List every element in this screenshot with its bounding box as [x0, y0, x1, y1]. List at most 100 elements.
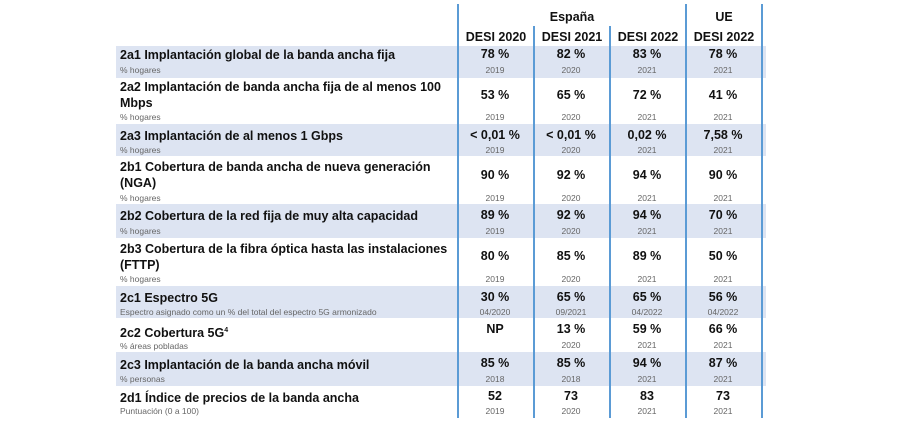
year-desi2022-es: 2021 — [637, 274, 657, 284]
value-desi2021: 65 % — [556, 88, 586, 102]
column-divider — [609, 26, 611, 418]
year-desi2022-es: 2021 — [637, 112, 657, 122]
value-desi2022-eu: 66 % — [708, 322, 738, 336]
value-desi2022-es: 65 % — [632, 290, 662, 304]
value-desi2020: 89 % — [480, 208, 510, 222]
year-desi2022-es: 2021 — [637, 226, 657, 236]
value-desi2021: 82 % — [556, 47, 586, 61]
value-desi2021: 13 % — [556, 322, 586, 336]
table-row-2c3: 2c3 Implantación de la banda ancha móvil… — [116, 352, 766, 386]
value-desi2022-es: 0,02 % — [627, 128, 667, 142]
value-desi2022-eu: 41 % — [708, 88, 738, 102]
year-desi2021: 2020 — [561, 226, 581, 236]
year-desi2020: 2019 — [485, 112, 505, 122]
value-desi2022-eu: 78 % — [708, 47, 738, 61]
value-desi2022-es: 94 % — [632, 168, 662, 182]
value-desi2020: 52 — [488, 389, 502, 403]
row-label: 2b3 Cobertura de la fibra óptica hasta l… — [120, 242, 448, 272]
column-divider — [533, 26, 535, 418]
year-desi2022-eu: 2021 — [713, 274, 733, 284]
value-desi2022-es: 94 % — [632, 356, 662, 370]
year-desi2022-eu: 2021 — [713, 340, 733, 350]
year-desi2022-eu: 04/2022 — [707, 307, 739, 317]
year-desi2022-es: 2021 — [637, 406, 657, 416]
year-desi2021: 2020 — [561, 274, 581, 284]
value-desi2021: 85 % — [556, 356, 586, 370]
value-desi2021: 73 — [564, 389, 578, 403]
year-desi2021: 09/2021 — [555, 307, 587, 317]
value-desi2022-es: 83 — [640, 389, 654, 403]
row-label: 2a1 Implantación global de la banda anch… — [120, 48, 396, 62]
column-divider — [457, 4, 459, 418]
year-desi2022-es: 2021 — [637, 374, 657, 384]
value-desi2022-eu: 56 % — [708, 290, 738, 304]
table-row-2d1: 2d1 Índice de precios de la banda ancha … — [116, 386, 766, 420]
value-desi2021: 92 % — [556, 168, 586, 182]
year-desi2020: 2019 — [485, 145, 505, 155]
value-desi2020: NP — [486, 322, 504, 336]
row-label: 2c2 Cobertura 5G4 — [120, 323, 450, 341]
col-header-desi2022-eu: DESI 2022 — [693, 30, 755, 44]
value-desi2021: 85 % — [556, 249, 586, 263]
value-desi2022-eu: 73 — [716, 389, 730, 403]
year-desi2022-es: 2021 — [637, 340, 657, 350]
value-desi2022-eu: 90 % — [708, 168, 738, 182]
footnote-marker: 4 — [224, 327, 229, 334]
column-divider — [685, 4, 687, 418]
row-unit: Espectro asignado como un % del total de… — [120, 307, 377, 317]
row-label: 2c3 Implantación de la banda ancha móvil — [120, 358, 370, 372]
row-label: 2a2 Implantación de banda ancha fija de … — [120, 80, 441, 110]
year-desi2021: 2020 — [561, 145, 581, 155]
year-desi2022-eu: 2021 — [713, 374, 733, 384]
year-desi2020: 2019 — [485, 193, 505, 203]
value-desi2022-es: 89 % — [632, 249, 662, 263]
year-desi2021: 2020 — [561, 340, 581, 350]
row-label: 2a3 Implantación de al menos 1 Gbps — [120, 129, 343, 143]
table-row-2a3: 2a3 Implantación de al menos 1 Gbps % ho… — [116, 124, 766, 156]
year-desi2022-eu: 2021 — [713, 226, 733, 236]
row-unit: % hogares — [120, 145, 161, 155]
value-desi2020: 78 % — [480, 47, 510, 61]
year-desi2022-eu: 2021 — [713, 406, 733, 416]
value-desi2022-eu: 87 % — [708, 356, 738, 370]
header-spain: España — [549, 10, 595, 24]
year-desi2022-eu: 2021 — [713, 65, 733, 75]
table-row-2c2: 2c2 Cobertura 5G4 % áreas pobladas NP 13… — [116, 318, 766, 352]
table-row-2b1: 2b1 Cobertura de banda ancha de nueva ge… — [116, 156, 766, 204]
col-header-desi2021: DESI 2021 — [541, 30, 603, 44]
header-eu: UE — [715, 10, 733, 24]
row-label: 2d1 Índice de precios de la banda ancha — [120, 391, 359, 405]
value-desi2022-es: 72 % — [632, 88, 662, 102]
table-row-2a2: 2a2 Implantación de banda ancha fija de … — [116, 78, 766, 124]
year-desi2021: 2020 — [561, 193, 581, 203]
value-desi2020: 85 % — [480, 356, 510, 370]
year-desi2020: 2019 — [485, 274, 505, 284]
value-desi2020: 80 % — [480, 249, 510, 263]
col-header-desi2022-es: DESI 2022 — [617, 30, 679, 44]
year-desi2022-eu: 2021 — [713, 112, 733, 122]
row-label-text: 2c2 Cobertura 5G — [120, 326, 225, 341]
row-label: 2c1 Espectro 5G — [120, 291, 218, 305]
year-desi2020: 2019 — [485, 226, 505, 236]
row-unit: % hogares — [120, 112, 161, 122]
year-desi2022-eu: 2021 — [713, 193, 733, 203]
row-label: 2b2 Cobertura de la red fija de muy alta… — [120, 209, 419, 223]
year-desi2022-es: 2021 — [637, 145, 657, 155]
value-desi2021: 65 % — [556, 290, 586, 304]
year-desi2020: 2019 — [485, 406, 505, 416]
year-desi2020: 2019 — [485, 65, 505, 75]
row-unit: % hogares — [120, 226, 161, 236]
value-desi2022-es: 59 % — [632, 322, 662, 336]
year-desi2021: 2020 — [561, 65, 581, 75]
row-unit: % áreas pobladas — [120, 341, 189, 351]
value-desi2022-es: 83 % — [632, 47, 662, 61]
value-desi2022-es: 94 % — [632, 208, 662, 222]
row-unit: % personas — [120, 374, 165, 384]
year-desi2020: 04/2020 — [479, 307, 511, 317]
table-row-2b3: 2b3 Cobertura de la fibra óptica hasta l… — [116, 238, 766, 286]
year-desi2020: 2018 — [485, 374, 505, 384]
column-divider — [761, 4, 763, 418]
value-desi2020: 53 % — [480, 88, 510, 102]
year-desi2021: 2020 — [561, 112, 581, 122]
